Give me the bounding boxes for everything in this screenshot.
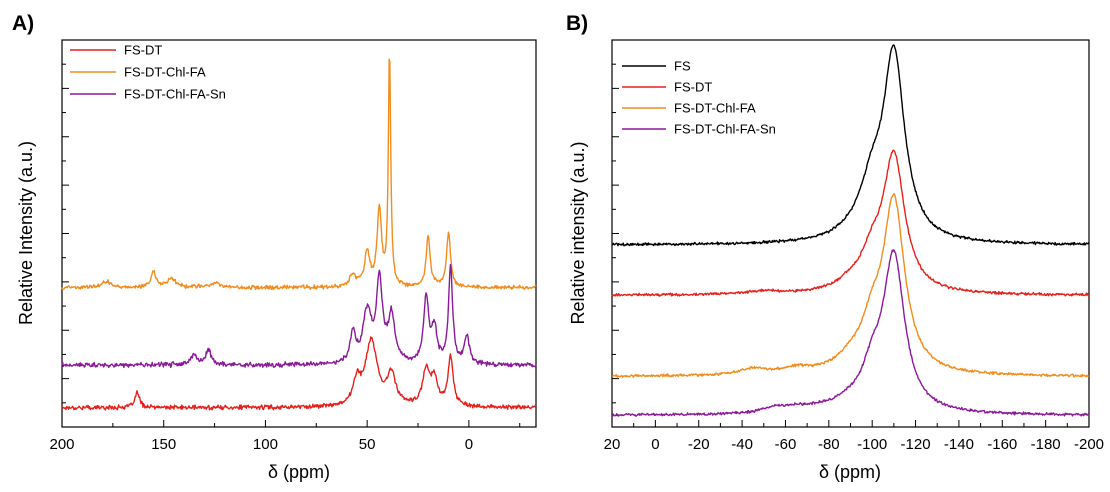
panel-a-x-tick-label: 200 (49, 436, 74, 453)
panel-b-x-tick-label: -200 (1074, 436, 1104, 453)
panel-a-x-tick-label: 150 (151, 436, 176, 453)
panel-a-series-lines (61, 58, 537, 411)
panel-b-x-tick-label: -60 (775, 436, 797, 453)
panel-b-y-ticks (612, 63, 619, 404)
panel-b-series-line-fs-dt-chl-fa-sn (611, 249, 1090, 417)
panel-b-legend-label: FS-DT-Chl-FA (674, 101, 756, 116)
panel-a-x-ticks: 200 150 100 50 0 (49, 420, 521, 453)
panel-b: B) 20 0 -20 -40 -60 -80 -100 -120 -140 -160 -180 -2… (566, 12, 1104, 482)
panel-a-series-line-fs-dt-chl-fa-sn (61, 263, 537, 369)
panel-a-x-tick-label: 50 (359, 436, 376, 453)
panel-a: A) 200 150 100 50 0 FS-DT FS-DT-Chl-FA FS-DT-C… (12, 12, 537, 482)
panel-b-x-tick-label: -120 (901, 436, 931, 453)
panel-a-legend-label: FS-DT (124, 43, 162, 58)
panel-b-x-tick-label: -40 (731, 436, 753, 453)
panel-a-legend-label: FS-DT-Chl-FA-Sn (124, 87, 226, 102)
panel-b-x-tick-label: 0 (651, 436, 659, 453)
panel-a-legend-label: FS-DT-Chl-FA (124, 65, 206, 80)
panel-a-series-line-fs-dt (61, 336, 537, 411)
panel-b-series-line-fs-dt-chl-fa (611, 193, 1090, 378)
panel-b-x-tick-label: -180 (1031, 436, 1061, 453)
panel-b-series-lines (611, 44, 1090, 417)
panel-b-x-tick-label: 20 (604, 436, 621, 453)
panel-b-x-tick-label: -100 (857, 436, 887, 453)
panel-b-y-axis-title: Relative intensity (a.u.) (568, 141, 588, 324)
panel-b-series-line-fs-dt (611, 149, 1090, 297)
panel-a-series-line-fs-dt-chl-fa (61, 58, 537, 291)
panel-a-y-ticks (62, 63, 69, 404)
panel-b-x-ticks: 20 0 -20 -40 -60 -80 -100 -120 -140 -160 -180 -200 (604, 420, 1104, 453)
panel-b-plot-frame (611, 39, 1090, 428)
panel-b-x-tick-label: -160 (987, 436, 1017, 453)
panel-b-legend: FS FS-DT FS-DT-Chl-FA FS-DT-Chl-FA-Sn (622, 59, 776, 137)
panel-a-legend: FS-DT FS-DT-Chl-FA FS-DT-Chl-FA-Sn (70, 43, 226, 102)
panel-b-legend-label: FS-DT (674, 80, 712, 95)
panel-a-x-tick-label: 0 (465, 436, 473, 453)
panel-b-x-tick-label: -80 (818, 436, 840, 453)
panel-a-label: A) (12, 12, 34, 35)
panel-a-x-tick-label: 100 (253, 436, 278, 453)
panel-a-x-axis-title: δ (ppm) (268, 462, 330, 482)
panel-b-series-line-fs (611, 44, 1090, 247)
panel-a-y-axis-title: Relative Intensity (a.u.) (16, 141, 36, 325)
panel-b-legend-label: FS (674, 59, 691, 74)
panel-b-x-tick-label: -20 (688, 436, 710, 453)
panel-b-x-axis-title: δ (ppm) (819, 462, 881, 482)
panel-b-legend-label: FS-DT-Chl-FA-Sn (674, 122, 776, 137)
panel-b-label: B) (566, 12, 588, 35)
panel-b-x-tick-label: -140 (944, 436, 974, 453)
